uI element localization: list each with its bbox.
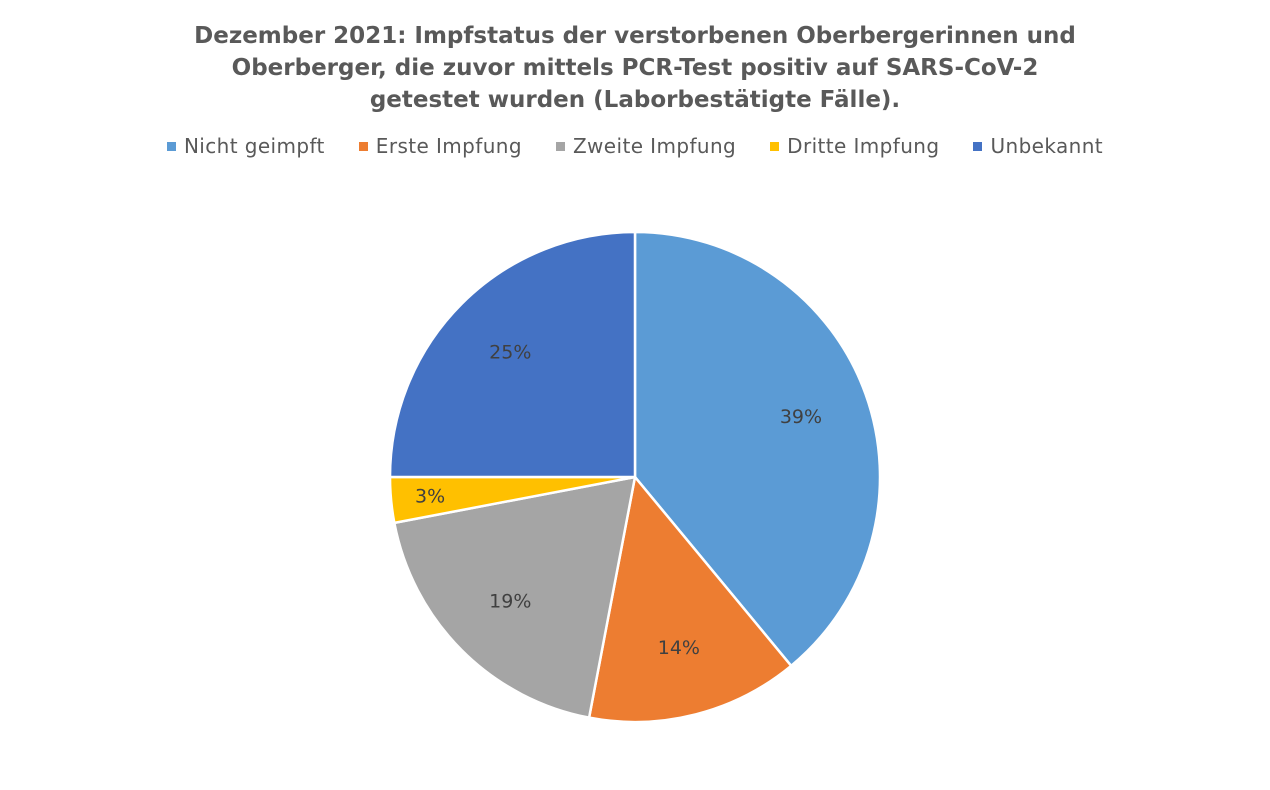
legend-item-dritte-impfung: Dritte Impfung [770,134,939,158]
chart-legend: Nicht geimpft Erste Impfung Zweite Impfu… [0,134,1270,158]
pie-slice-zweite-impfung [393,475,637,719]
data-label-erste-impfung: 14% [658,637,700,659]
legend-swatch [770,141,780,151]
data-label-nicht-geimpft: 39% [780,406,822,428]
legend-label: Dritte Impfung [787,134,940,158]
legend-label: Nicht geimpft [183,134,325,158]
chart-title: Dezember 2021: Impfstatus der verstorben… [0,20,1270,116]
legend-item-erste-impfung: Erste Impfung [358,134,522,158]
legend-swatch [358,141,368,151]
legend-swatch [166,141,176,151]
chart-title-line-3: getestet wurden (Laborbestätigte Fälle). [369,87,901,113]
pie-slice-nicht-geimpft [633,230,882,668]
pie-data-labels: 39% 14% 19% 3% 25% [415,341,822,659]
data-label-zweite-impfung: 19% [489,591,531,613]
legend-item-nicht-geimpft: Nicht geimpft [166,134,325,158]
legend-label: Zweite Impfung [572,134,737,158]
legend-swatch [555,141,565,151]
legend-label: Erste Impfung [375,134,522,158]
pie-slice-erste-impfung [587,475,793,724]
pie-slices [388,230,882,724]
data-label-dritte-impfung: 3% [415,485,445,507]
pie-slice-unbekannt [388,230,637,479]
legend-swatch [973,141,983,151]
legend-item-unbekannt: Unbekannt [973,134,1103,158]
legend-label: Unbekannt [990,134,1104,158]
legend-item-zweite-impfung: Zweite Impfung [555,134,737,158]
chart-title-line-2: Oberberger, die zuvor mittels PCR-Test p… [231,55,1039,81]
data-label-unbekannt: 25% [489,341,531,363]
chart-title-line-1: Dezember 2021: Impfstatus der verstorben… [194,23,1076,49]
